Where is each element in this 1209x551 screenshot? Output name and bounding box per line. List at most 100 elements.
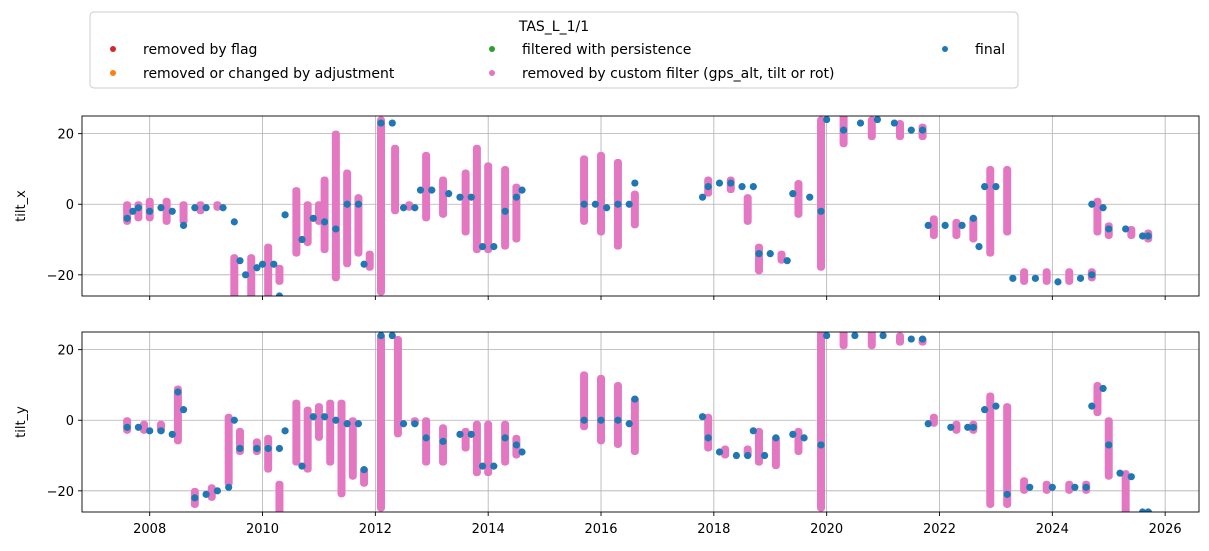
- data-band: [704, 413, 713, 452]
- legend-marker: [489, 46, 495, 52]
- data-band: [292, 187, 301, 257]
- data-point: [580, 416, 588, 424]
- data-band: [512, 183, 521, 243]
- legend-label: removed by flag: [143, 42, 257, 58]
- data-band: [580, 155, 589, 225]
- data-point: [343, 420, 351, 428]
- data-band: [472, 420, 481, 477]
- x-tick-label: 2008: [133, 522, 166, 537]
- data-band: [337, 399, 346, 498]
- x-tick-label: 2014: [472, 522, 505, 537]
- data-point: [614, 416, 622, 424]
- data-point: [275, 444, 284, 453]
- y-tick-label: 0: [66, 414, 74, 429]
- data-point: [823, 116, 831, 124]
- data-band: [405, 201, 414, 211]
- series-final: [123, 332, 1152, 512]
- data-point: [1099, 204, 1107, 212]
- data-band: [1093, 381, 1102, 417]
- data-point: [332, 416, 340, 424]
- legend-items: removed by flag removed or changed by adj…: [110, 42, 1005, 82]
- data-point: [501, 207, 509, 215]
- data-band: [839, 332, 848, 350]
- data-band: [376, 116, 385, 296]
- data-point: [1088, 402, 1096, 410]
- data-band: [1003, 165, 1012, 236]
- data-point: [1099, 384, 1107, 393]
- data-band: [173, 385, 182, 445]
- data-point: [789, 430, 797, 438]
- data-point: [123, 423, 131, 431]
- data-band: [422, 151, 431, 222]
- data-point: [202, 490, 210, 498]
- data-band: [1020, 268, 1029, 285]
- data-point: [603, 204, 611, 212]
- data-point: [512, 193, 520, 201]
- y-tick-label: 20: [57, 128, 74, 143]
- legend-label: filtered with persistence: [522, 42, 691, 58]
- data-point: [1127, 473, 1135, 481]
- data-point: [467, 193, 475, 201]
- data-point: [411, 204, 419, 212]
- panel-tilt_x: −20 0 20 tilt_x: [14, 115, 1200, 300]
- data-point: [715, 448, 724, 456]
- data-point: [191, 494, 199, 502]
- data-point: [907, 335, 915, 343]
- data-point: [839, 126, 848, 134]
- data-point: [1031, 274, 1039, 282]
- x-tick-label: 2020: [810, 522, 843, 537]
- data-point: [213, 487, 221, 495]
- data-point: [456, 430, 464, 438]
- data-point: [281, 427, 289, 435]
- data-band: [597, 151, 606, 236]
- data-point: [856, 119, 865, 127]
- data-band: [230, 254, 239, 296]
- data-band: [1003, 403, 1012, 508]
- data-point: [817, 207, 825, 215]
- data-point: [332, 225, 340, 233]
- data-point: [225, 483, 233, 491]
- data-point: [439, 437, 447, 446]
- data-band: [461, 427, 470, 452]
- data-point: [964, 423, 972, 431]
- data-point: [354, 200, 363, 208]
- data-point: [761, 451, 769, 460]
- data-point: [264, 444, 272, 453]
- data-point: [298, 462, 306, 470]
- data-band: [754, 243, 763, 275]
- data-point: [1048, 483, 1056, 491]
- data-band: [613, 381, 622, 448]
- data-point: [1026, 483, 1034, 491]
- data-point: [1138, 508, 1147, 512]
- data-point: [1088, 271, 1096, 279]
- data-band: [213, 201, 222, 211]
- data-band: [794, 427, 803, 455]
- x-tick-label: 2018: [697, 522, 730, 537]
- series-custom-filter: [123, 332, 1153, 512]
- data-band: [1020, 477, 1029, 494]
- data-point: [399, 204, 408, 212]
- data-band: [867, 332, 876, 350]
- data-point: [817, 441, 825, 449]
- legend-marker: [110, 46, 116, 52]
- data-point: [1116, 469, 1124, 477]
- data-band: [275, 480, 284, 512]
- data-band: [1065, 268, 1074, 285]
- data-band: [1127, 225, 1136, 239]
- data-point: [704, 434, 712, 442]
- data-band: [331, 130, 340, 282]
- data-point: [320, 413, 329, 421]
- data-band: [929, 215, 938, 239]
- data-point: [258, 260, 267, 268]
- data-point: [918, 126, 927, 134]
- data-point: [478, 462, 487, 470]
- data-point: [783, 257, 791, 265]
- data-point: [191, 204, 199, 212]
- legend: TAS_L_1/1 removed by flag removed or chan…: [89, 11, 1019, 89]
- legend-title: TAS_L_1/1: [518, 19, 589, 35]
- data-band: [207, 484, 216, 501]
- data-point: [501, 434, 509, 442]
- data-point: [275, 292, 284, 296]
- data-point: [377, 332, 385, 340]
- data-point: [129, 207, 137, 215]
